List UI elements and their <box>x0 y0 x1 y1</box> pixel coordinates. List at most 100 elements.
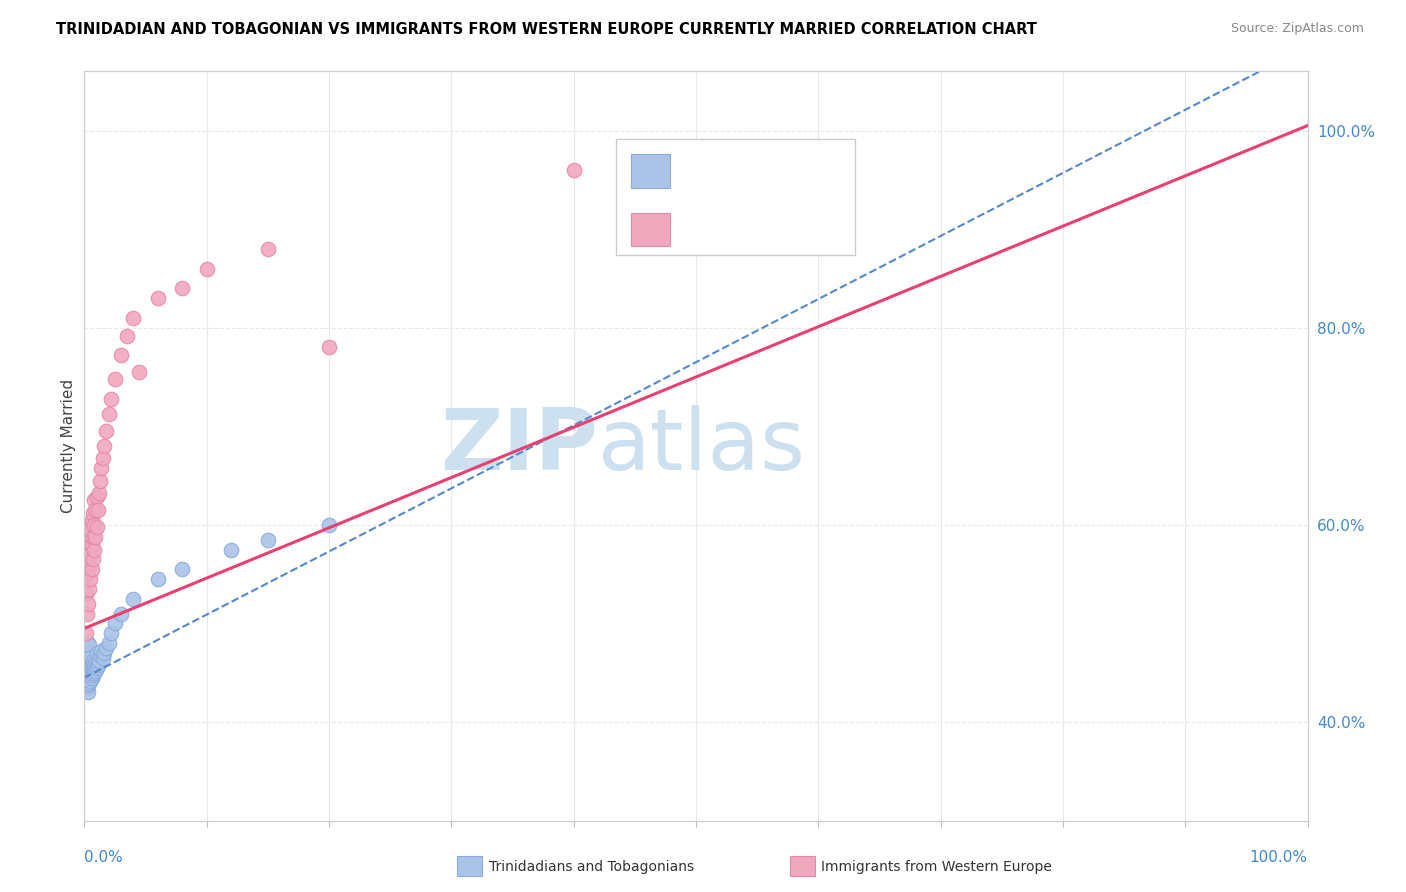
Point <box>172 281 194 295</box>
Point <box>77 675 100 690</box>
Point <box>76 538 98 552</box>
Point <box>76 681 98 695</box>
Point <box>75 626 97 640</box>
Point <box>77 641 100 656</box>
Point <box>82 506 104 520</box>
Text: TRINIDADIAN AND TOBAGONIAN VS IMMIGRANTS FROM WESTERN EUROPE CURRENTLY MARRIED C: TRINIDADIAN AND TOBAGONIAN VS IMMIGRANTS… <box>56 22 1038 37</box>
Point <box>84 656 107 670</box>
Point <box>104 372 127 386</box>
Point <box>87 657 110 672</box>
Point <box>807 143 830 157</box>
Point <box>75 587 97 601</box>
Point <box>77 597 100 611</box>
Point <box>82 661 104 675</box>
FancyBboxPatch shape <box>631 154 671 188</box>
Point <box>90 644 112 658</box>
Point <box>128 365 150 379</box>
Text: R = 0.725: R = 0.725 <box>688 220 770 238</box>
Text: Immigrants from Western Europe: Immigrants from Western Europe <box>821 860 1052 874</box>
Point <box>110 607 132 621</box>
Point <box>82 552 104 566</box>
Point <box>146 572 169 586</box>
Point <box>77 664 100 678</box>
Point <box>77 685 100 699</box>
FancyBboxPatch shape <box>631 212 671 246</box>
Point <box>318 340 340 354</box>
Point <box>79 523 101 537</box>
Point <box>84 503 107 517</box>
Point <box>86 646 108 660</box>
Point <box>77 661 100 675</box>
Point <box>79 572 101 586</box>
Point <box>562 163 585 178</box>
Point <box>318 517 340 532</box>
Point <box>115 328 138 343</box>
Point <box>77 542 100 557</box>
Point <box>80 656 103 670</box>
Point <box>77 667 100 681</box>
Point <box>86 520 108 534</box>
Point <box>75 671 97 685</box>
Text: Trinidadians and Tobagonians: Trinidadians and Tobagonians <box>489 860 695 874</box>
Point <box>195 261 218 276</box>
Point <box>77 654 100 668</box>
Point <box>82 530 104 544</box>
Point <box>257 242 280 256</box>
Text: N = 58: N = 58 <box>778 162 841 180</box>
Point <box>172 562 194 576</box>
Point <box>76 661 98 675</box>
Point <box>79 548 101 562</box>
Point <box>77 552 100 566</box>
Point <box>76 644 98 658</box>
Point <box>89 474 111 488</box>
Point <box>87 486 110 500</box>
Point <box>93 439 115 453</box>
Point <box>76 638 98 652</box>
Point <box>76 567 98 582</box>
Point <box>84 664 107 678</box>
Point <box>77 517 100 532</box>
Point <box>122 591 145 606</box>
Text: ZIP: ZIP <box>440 404 598 488</box>
Point <box>83 657 105 672</box>
Point <box>97 636 120 650</box>
Point <box>83 517 105 532</box>
Point <box>79 673 101 688</box>
Point <box>83 493 105 508</box>
Text: 100.0%: 100.0% <box>1250 850 1308 865</box>
Point <box>76 607 98 621</box>
Point <box>100 626 122 640</box>
Point <box>86 661 108 675</box>
Point <box>80 513 103 527</box>
Point <box>86 654 108 668</box>
Text: R = 0.287: R = 0.287 <box>688 162 770 180</box>
Y-axis label: Currently Married: Currently Married <box>60 379 76 513</box>
Point <box>83 665 105 680</box>
Point <box>110 348 132 362</box>
Point <box>76 667 98 681</box>
Point <box>77 648 100 662</box>
Point <box>77 656 100 670</box>
Point <box>87 503 110 517</box>
Point <box>91 651 114 665</box>
Point <box>77 638 100 652</box>
Text: atlas: atlas <box>598 404 806 488</box>
Point <box>91 450 114 465</box>
Point <box>82 654 104 668</box>
Point <box>97 408 120 422</box>
Point <box>87 654 110 668</box>
Point <box>75 657 97 672</box>
Point <box>80 671 103 685</box>
Point <box>80 562 103 576</box>
Point <box>96 424 118 438</box>
Point <box>104 616 127 631</box>
Point <box>80 664 103 678</box>
Point <box>82 667 104 681</box>
Point <box>79 665 101 680</box>
Point <box>122 310 145 325</box>
Text: N = 49: N = 49 <box>778 220 841 238</box>
Point <box>77 582 100 596</box>
Text: Source: ZipAtlas.com: Source: ZipAtlas.com <box>1230 22 1364 36</box>
Point <box>146 291 169 305</box>
Point <box>96 641 118 656</box>
